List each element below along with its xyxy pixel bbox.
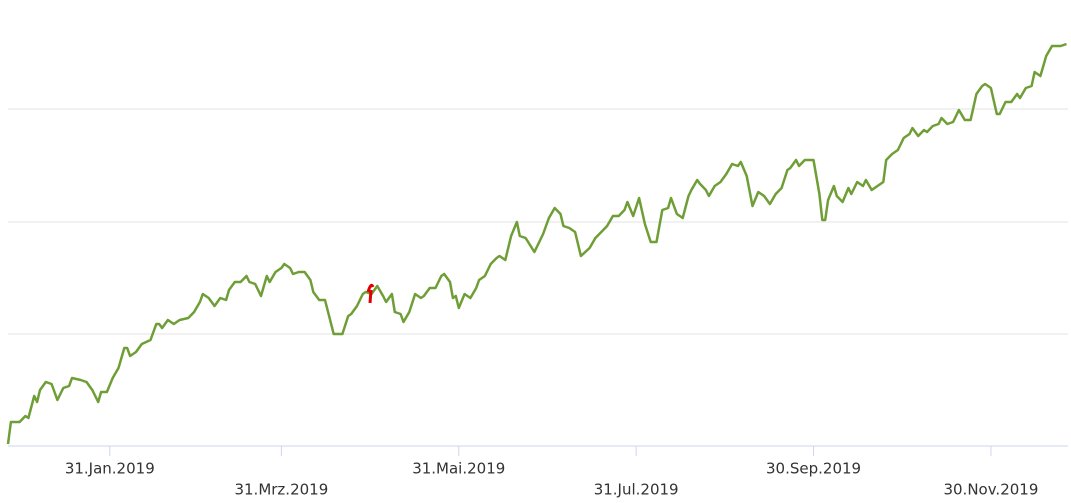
x-tick-label: 30.Sep.2019 <box>766 460 861 478</box>
x-tick-label: 31.Mai.2019 <box>412 460 505 478</box>
plot-layer: 31.Jan.2019 31.Mrz.2019 31.Mai.2019 31.Jul.… <box>6 42 1068 499</box>
x-tick-label: 30.Nov.2019 <box>943 481 1038 499</box>
series-line <box>6 42 1067 445</box>
x-tick-label: 31.Jan.2019 <box>65 460 155 478</box>
x-tick-label: 31.Jul.2019 <box>594 481 679 499</box>
x-tick-label: 31.Mrz.2019 <box>234 481 328 499</box>
event-marker <box>366 283 375 304</box>
